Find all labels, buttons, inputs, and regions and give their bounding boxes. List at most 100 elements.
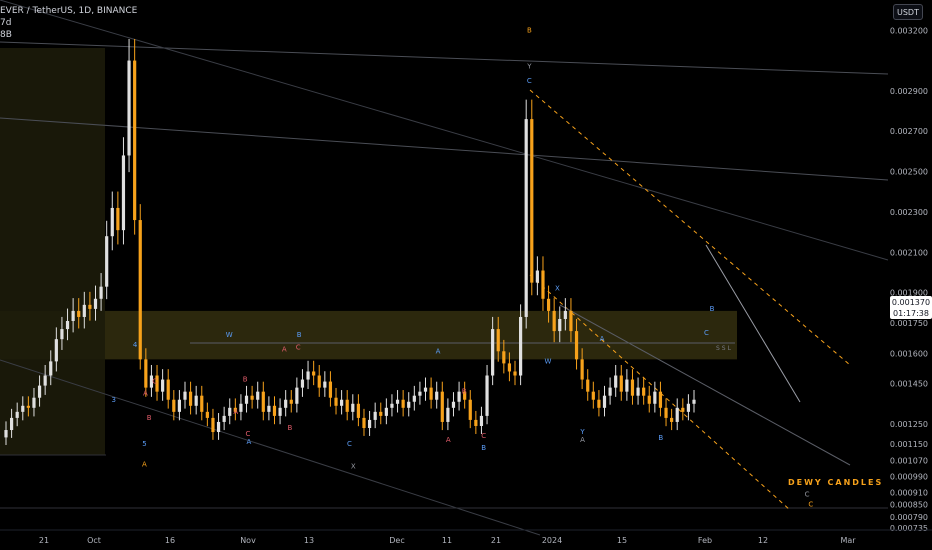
ssl-label: SSL xyxy=(716,345,733,352)
price-tick: 0.000735 xyxy=(890,524,928,533)
candle-body xyxy=(228,407,232,416)
candle-body xyxy=(345,399,349,412)
price-tick: 0.001150 xyxy=(890,440,928,449)
candle-body xyxy=(395,399,400,404)
wave-label: B xyxy=(710,305,715,313)
candle-body xyxy=(642,387,646,396)
time-tick: Dec xyxy=(389,536,404,545)
candle-body xyxy=(474,419,478,426)
candle-body xyxy=(200,395,204,412)
wave-label: Y xyxy=(526,63,532,71)
candle-body xyxy=(574,331,579,360)
price-tick: 0.002700 xyxy=(890,127,928,136)
trendline-7 xyxy=(529,274,791,511)
candle-body xyxy=(15,411,19,418)
candle-body xyxy=(4,430,8,438)
trendline-3 xyxy=(0,359,541,536)
time-tick: 16 xyxy=(165,536,175,545)
candle-body xyxy=(110,207,114,237)
candle-body xyxy=(625,379,629,392)
wave-label: 3 xyxy=(111,396,115,404)
header-line-2: 7d xyxy=(0,18,12,28)
candle-body xyxy=(356,403,360,418)
candle-body xyxy=(133,60,137,221)
candle-body xyxy=(144,359,148,388)
price-tick: 0.001250 xyxy=(890,420,928,429)
candle-body xyxy=(440,391,444,422)
candle-body xyxy=(239,403,243,412)
wave-label: C xyxy=(296,343,301,351)
candle-body xyxy=(250,395,254,400)
candle-body xyxy=(127,60,131,156)
wave-label: B xyxy=(297,331,302,339)
trendline-0 xyxy=(0,41,889,75)
zone-band xyxy=(0,310,737,360)
candle-body xyxy=(479,415,484,426)
watermark: DEWY CANDLES xyxy=(788,478,884,487)
candle-body xyxy=(340,399,344,406)
trendline-8 xyxy=(559,304,851,466)
candle-body xyxy=(233,407,237,412)
candle-body xyxy=(121,155,126,231)
candle-body xyxy=(412,395,416,402)
currency-button[interactable]: USDT xyxy=(893,4,923,20)
wave-label: C xyxy=(805,491,810,499)
candle-body xyxy=(423,387,428,392)
wave-label: B xyxy=(527,26,532,34)
candle-body xyxy=(552,310,556,332)
price-axis: 0.003200 0.002900 0.002700 0.002500 0.002300… xyxy=(890,26,928,533)
candle-body xyxy=(272,405,277,416)
candle-body xyxy=(418,391,422,396)
candle-body xyxy=(177,399,181,412)
candle-body xyxy=(602,395,607,408)
candle-body xyxy=(507,363,512,372)
candle-body xyxy=(284,399,288,408)
price-tick: 0.001900 xyxy=(890,289,928,298)
candle-body xyxy=(289,399,293,404)
candle-body xyxy=(563,310,567,319)
candle-body xyxy=(451,401,456,408)
wave-label: B xyxy=(243,376,248,384)
candle-body xyxy=(9,417,14,431)
time-tick: Nov xyxy=(240,536,256,545)
time-tick: 2024 xyxy=(542,536,562,545)
time-tick: Oct xyxy=(87,536,101,545)
price-tick: 0.002500 xyxy=(890,168,928,177)
wave-label: A xyxy=(142,460,147,468)
candle-body xyxy=(105,236,109,287)
time-tick: 15 xyxy=(617,536,627,545)
candle-body xyxy=(71,310,75,321)
time-axis: 21 Oct 16 Nov 13 Dec 11 21 2024 15 Feb 12 Mar xyxy=(0,529,932,545)
candle-body xyxy=(591,391,595,400)
candle-body xyxy=(317,375,321,388)
candle-body xyxy=(614,375,618,388)
candle-body xyxy=(26,405,30,408)
candle-body xyxy=(435,391,439,400)
candle-body xyxy=(188,391,193,406)
wave-label: A xyxy=(246,438,251,446)
candle-body xyxy=(222,415,226,422)
wave-label: X xyxy=(351,462,356,470)
time-tick: 11 xyxy=(442,536,452,545)
candle-body xyxy=(407,401,411,408)
wave-label: A xyxy=(600,335,605,343)
candle-body xyxy=(546,298,551,311)
price-tick: 0.000850 xyxy=(890,501,928,510)
candle-body xyxy=(457,391,461,402)
candle-body xyxy=(49,361,53,376)
candle-body xyxy=(334,397,338,406)
candle-body xyxy=(675,407,679,422)
price-tick: 0.003200 xyxy=(890,26,928,35)
candle-body xyxy=(530,119,534,283)
candle-body xyxy=(367,419,372,428)
candle-body xyxy=(99,286,103,299)
candle-body xyxy=(205,411,209,418)
candle-body xyxy=(468,399,472,420)
candle-body xyxy=(138,220,142,360)
candle-body xyxy=(65,321,70,330)
time-tick: 12 xyxy=(758,536,768,545)
zone-block xyxy=(0,48,105,455)
time-tick: Mar xyxy=(840,536,856,545)
candle-body xyxy=(630,379,635,396)
